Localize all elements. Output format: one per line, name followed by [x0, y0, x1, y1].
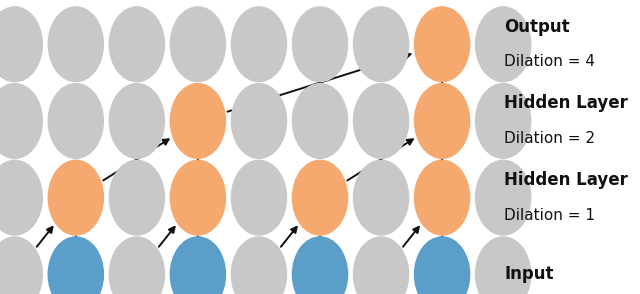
Ellipse shape — [415, 160, 470, 235]
Text: Input: Input — [504, 265, 554, 283]
Ellipse shape — [170, 237, 225, 294]
Ellipse shape — [0, 83, 42, 158]
Ellipse shape — [353, 237, 408, 294]
Ellipse shape — [476, 83, 531, 158]
Text: Dilation = 2: Dilation = 2 — [504, 131, 595, 146]
Ellipse shape — [48, 83, 104, 158]
Ellipse shape — [292, 160, 348, 235]
Ellipse shape — [292, 237, 348, 294]
Text: Hidden Layer: Hidden Layer — [504, 94, 628, 112]
Ellipse shape — [109, 160, 164, 235]
Text: Hidden Layer: Hidden Layer — [504, 171, 628, 189]
Ellipse shape — [415, 83, 470, 158]
Ellipse shape — [109, 83, 164, 158]
Text: Output: Output — [504, 18, 570, 36]
Ellipse shape — [476, 160, 531, 235]
Ellipse shape — [0, 7, 42, 82]
Ellipse shape — [353, 7, 408, 82]
Text: Dilation = 1: Dilation = 1 — [504, 208, 595, 223]
Ellipse shape — [232, 7, 287, 82]
Ellipse shape — [0, 160, 42, 235]
Ellipse shape — [292, 7, 348, 82]
Ellipse shape — [48, 7, 104, 82]
Ellipse shape — [232, 83, 287, 158]
Ellipse shape — [476, 237, 531, 294]
Ellipse shape — [170, 83, 225, 158]
Ellipse shape — [353, 160, 408, 235]
Ellipse shape — [170, 160, 225, 235]
Ellipse shape — [109, 7, 164, 82]
Ellipse shape — [170, 7, 225, 82]
Ellipse shape — [0, 237, 42, 294]
Ellipse shape — [415, 237, 470, 294]
Ellipse shape — [232, 237, 287, 294]
Ellipse shape — [232, 160, 287, 235]
Ellipse shape — [415, 7, 470, 82]
Ellipse shape — [353, 83, 408, 158]
Ellipse shape — [292, 83, 348, 158]
Ellipse shape — [48, 160, 104, 235]
Ellipse shape — [109, 237, 164, 294]
Ellipse shape — [476, 7, 531, 82]
Text: Dilation = 4: Dilation = 4 — [504, 54, 595, 69]
Ellipse shape — [48, 237, 104, 294]
